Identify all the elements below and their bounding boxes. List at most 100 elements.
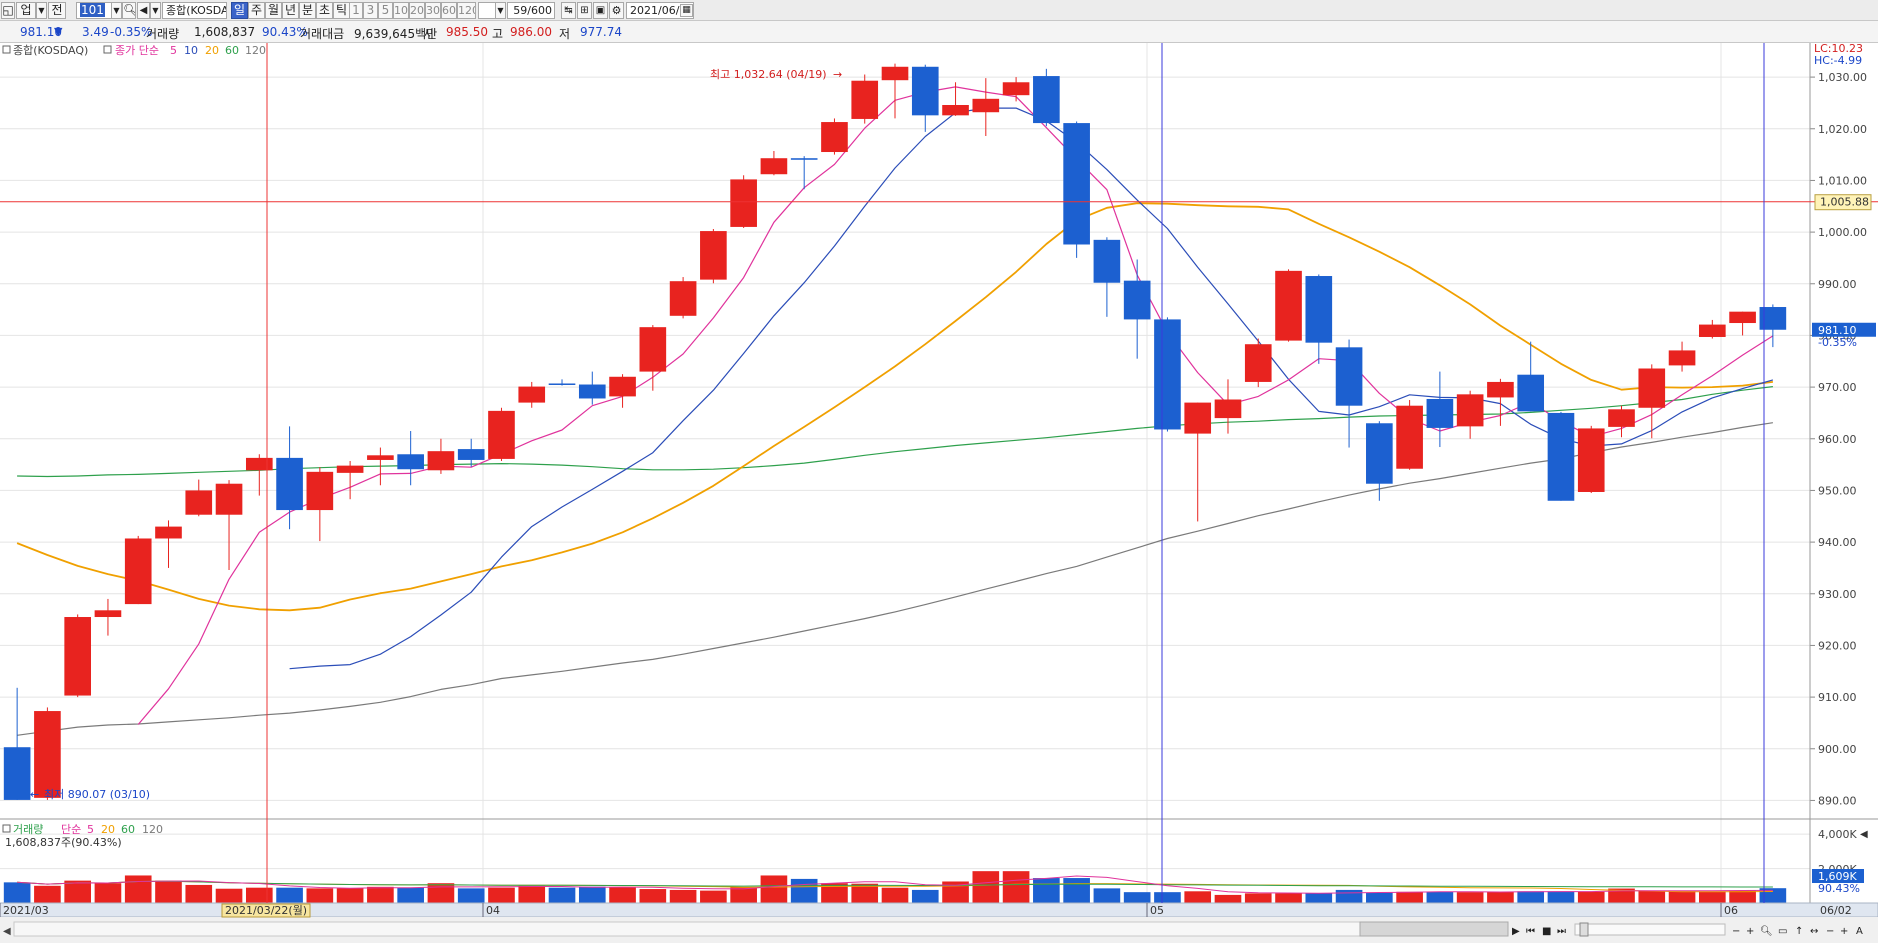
expand-icon[interactable]: ↔	[1810, 926, 1818, 937]
period-button-second[interactable]: 초	[316, 2, 333, 19]
calendar-icon[interactable]: ▦	[680, 4, 693, 17]
volume-bar	[1093, 888, 1121, 903]
crosshair-icon[interactable]: ⊞	[577, 2, 592, 19]
legend-ma60: 60	[225, 44, 239, 57]
magnifier-icon[interactable]: 🔍︎	[1760, 925, 1773, 937]
candle-up	[245, 457, 273, 471]
candle-up	[821, 122, 848, 153]
period-button-year[interactable]: 년	[282, 2, 299, 19]
volume-bar	[821, 883, 848, 903]
stop-icon[interactable]: ■	[1542, 926, 1551, 937]
legend-ma5: 5	[170, 44, 177, 57]
zoom-in-icon[interactable]: +	[1746, 926, 1754, 937]
candle-up	[1396, 405, 1423, 469]
settings-gear-icon[interactable]: ⚙	[609, 2, 624, 19]
period-button-month[interactable]: 월	[265, 2, 282, 19]
last-page-icon[interactable]: ⏭	[1557, 926, 1566, 937]
period-button-week[interactable]: 주	[248, 2, 265, 19]
candle-up	[609, 376, 636, 397]
volume-bar	[1517, 891, 1545, 903]
volume-bar	[306, 888, 334, 903]
speaker-dropdown-icon[interactable]: ▼	[150, 2, 161, 19]
ma-legend-toggle-icon[interactable]	[103, 45, 112, 54]
interval-button-120[interactable]: 120	[457, 2, 476, 19]
interval-button-30[interactable]: 30	[425, 2, 441, 19]
candle-up	[34, 711, 61, 798]
scrollbar-thumb[interactable]	[1359, 921, 1509, 937]
interval-dropdown-icon[interactable]: ▼	[495, 2, 506, 19]
category-dropdown-icon[interactable]: ▼	[36, 2, 47, 19]
candle-down	[1335, 347, 1363, 406]
volume-legend-type: 단순	[61, 823, 81, 836]
legend-ma10: 10	[184, 44, 198, 57]
candle-up	[760, 158, 788, 175]
period-button-tick[interactable]: 틱	[333, 2, 350, 19]
interval-custom-input[interactable]	[478, 2, 496, 19]
max-price-annotation: 최고 1,032.64 (04/19)	[710, 68, 827, 81]
window-icon[interactable]: ▭	[1778, 926, 1787, 937]
candlestick-chart[interactable]: 1,030.00 1,020.00 1,010.00 1,000.00 990.00 98…	[0, 43, 1878, 943]
volume-bar	[1335, 889, 1363, 903]
period-button-minute[interactable]: 분	[299, 2, 316, 19]
hc-label: HC:-4.99	[1814, 54, 1862, 67]
candle-up	[700, 231, 727, 280]
zoom-slider-handle[interactable]	[1579, 922, 1589, 937]
interval-button-10[interactable]: 10	[393, 2, 409, 19]
candle-up	[942, 105, 969, 116]
volume-bar	[518, 885, 546, 903]
quote-bar: 981.10 ▼ 3.49 -0.35% 거래량 1,608,837 90.43…	[0, 21, 1878, 61]
open-label: 시	[423, 27, 435, 41]
volume-bar	[155, 880, 182, 903]
volume-bar	[1608, 888, 1635, 903]
chart-options-icon[interactable]: ↹	[561, 2, 576, 19]
search-icon[interactable]: 🔍︎	[122, 2, 136, 19]
volume-bar	[1244, 893, 1272, 903]
scroll-right-icon[interactable]: ▶	[1512, 926, 1520, 937]
candle-down	[578, 384, 606, 399]
interval-button-5[interactable]: 5	[378, 2, 393, 19]
crosshair-price-label: 1,005.88	[1820, 196, 1869, 209]
volume-bar	[367, 886, 394, 903]
interval-button-3[interactable]: 3	[363, 2, 378, 19]
y-axis-tick-label: 1,030.00	[1818, 71, 1867, 84]
interval-button-20[interactable]: 20	[409, 2, 425, 19]
volume-scroll-icon[interactable]: ◀	[1860, 829, 1868, 840]
legend-ma-type: 종가 단순	[115, 44, 159, 57]
interval-button-60[interactable]: 60	[441, 2, 457, 19]
code-input[interactable]: 101	[76, 2, 112, 19]
period-button-day[interactable]: 일	[231, 2, 248, 19]
volume-legend-toggle-icon[interactable]	[2, 824, 11, 833]
scroll-up-icon[interactable]: ↑	[1795, 926, 1803, 937]
speaker-icon[interactable]: ◀	[137, 2, 150, 19]
category-button[interactable]: 업	[16, 2, 36, 19]
candle-up	[639, 327, 667, 372]
first-page-icon[interactable]: ⏮	[1526, 926, 1535, 937]
candle-up	[518, 386, 546, 403]
zoom-slider[interactable]	[1574, 923, 1726, 936]
horizontal-scrollbar[interactable]	[13, 921, 1509, 937]
legend-toggle-icon[interactable]	[2, 45, 11, 54]
data-count-field[interactable]: 59/600	[507, 2, 555, 19]
volume-bars	[3, 871, 1787, 903]
y-axis-tick-label: 900.00	[1818, 743, 1857, 756]
plus-icon[interactable]: +	[1840, 926, 1848, 937]
minus-icon[interactable]: −	[1826, 926, 1834, 937]
candle-up	[488, 410, 515, 459]
chart-toolbar: ◱ 업 ▼ 전 101 ▼ 🔍︎ ◀ ▼ 종합(KOSDAQ) 일 주 월 년 …	[0, 0, 1878, 21]
candle-down	[3, 747, 31, 800]
index-name-field[interactable]: 종합(KOSDAQ)	[162, 2, 227, 19]
candle-up	[124, 538, 152, 605]
volume-bar	[972, 871, 1000, 903]
volume-bar	[578, 886, 606, 903]
zoom-out-icon[interactable]: −	[1732, 926, 1740, 937]
interval-button-1[interactable]: 1	[349, 2, 363, 19]
save-icon[interactable]: ▣	[593, 2, 608, 19]
code-dropdown-icon[interactable]: ▼	[111, 2, 122, 19]
volume-bar	[760, 875, 788, 903]
x-axis-label-april: 04	[486, 904, 500, 917]
date-field[interactable]: 2021/06/02	[626, 2, 694, 19]
prev-button[interactable]: 전	[48, 2, 66, 19]
scroll-left-icon[interactable]: ◀	[3, 926, 11, 937]
window-menu-icon[interactable]: ◱	[1, 2, 15, 19]
text-tool-icon[interactable]: A	[1856, 926, 1863, 937]
